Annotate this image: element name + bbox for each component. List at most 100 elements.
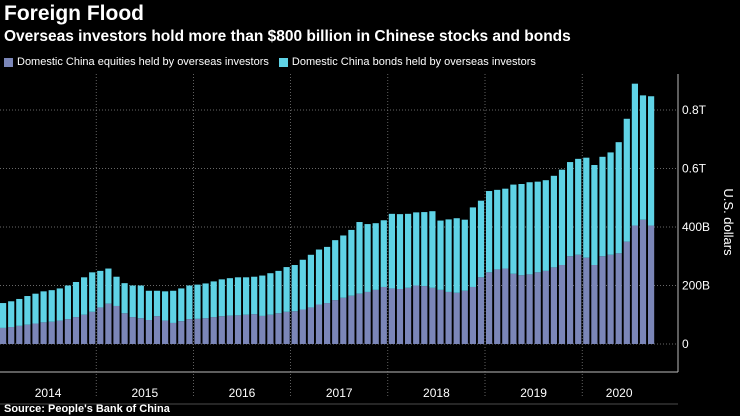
bar-bonds [243,277,250,315]
bar-bonds [607,152,614,255]
legend-item-equities: Domestic China equities held by overseas… [4,56,269,68]
bar-bonds [283,267,290,312]
bar-bonds [153,290,161,317]
bar-bonds [251,276,258,315]
x-tick-label: 2017 [326,386,353,400]
bar-bonds [558,169,566,266]
bar-bonds [89,272,96,312]
bar-bonds [81,277,88,315]
bar-equities [259,315,266,344]
bar-bonds [469,207,476,287]
bar-bonds [0,303,7,328]
bar-equities [307,307,314,344]
legend-label-equities: Domestic China equities held by overseas… [17,56,269,68]
bar-bonds [113,276,120,306]
bar-bonds [648,96,655,226]
bar-bonds [72,281,80,318]
bar-equities [380,286,387,344]
bar-bonds [372,223,379,290]
bar-bonds [40,291,47,323]
bar-bonds [24,296,31,325]
bar-equities [299,309,306,344]
bar-equities [0,327,7,344]
bar-bonds [275,270,282,314]
bar-equities [567,256,574,344]
x-tick-label: 2014 [35,386,62,400]
bar-bonds [623,118,630,242]
bar-bonds [332,240,339,301]
bar-bonds [575,158,582,255]
bar-bonds [194,284,201,319]
bar-equities [72,317,80,344]
bar-equities [105,303,112,344]
bar-bonds [421,212,428,287]
bar-equities [145,320,152,344]
bar-equities [162,320,169,344]
bar-bonds [97,270,104,308]
bar-equities [615,253,622,344]
bar-equities [388,288,395,344]
x-tick-label: 2016 [229,386,256,400]
bar-equities [348,295,355,344]
bar-equities [607,254,614,344]
bar-bonds [405,213,412,288]
bar-equities [97,307,104,344]
chart-source: Source: People's Bank of China [4,403,170,415]
bar-bonds [137,285,144,319]
legend-item-bonds: Domestic China bonds held by overseas in… [278,56,536,68]
bar-bonds [461,219,468,291]
bar-equities [218,316,225,344]
bar-equities [461,290,468,344]
bar-equities [502,268,509,344]
bar-equities [558,265,566,344]
bar-bonds [56,288,63,321]
legend-label-bonds: Domestic China bonds held by overseas in… [291,56,536,68]
bar-bonds [226,278,233,316]
bar-equities [178,321,185,344]
bar-bonds [494,189,501,270]
bar-equities [283,311,290,344]
legend-swatch-bonds [278,57,288,67]
bar-equities [437,289,444,344]
bar-equities [591,265,598,344]
bar-equities [210,317,217,344]
bar-equities [486,272,493,344]
bar-bonds [567,162,574,257]
bar-equities [8,327,15,344]
bar-equities [599,256,606,344]
bar-equities [89,311,96,344]
bar-bonds [8,301,15,328]
bar-bonds [599,156,606,257]
bar-bonds [445,219,452,292]
bar-equities [129,317,136,344]
bar-equities [16,325,23,344]
bar-bonds [32,293,39,324]
bar-bonds [64,285,71,320]
bar-equities [153,316,161,344]
bar-equities [170,322,177,344]
y-tick-label: 400B [682,220,710,234]
y-tick-label: 0 [682,337,689,351]
bar-bonds [413,212,420,286]
x-tick-label: 2015 [131,386,158,400]
bar-bonds [356,222,363,294]
bar-bonds [340,235,347,298]
bar-equities [243,314,250,344]
bar-bonds [315,249,323,305]
bar-equities [315,304,323,344]
bar-bonds [388,213,395,289]
bar-equities [81,314,88,344]
bar-bonds [510,184,517,274]
bar-equities [113,305,120,344]
bar-bonds [202,283,209,319]
bar-equities [64,319,71,344]
bar-bonds [583,157,590,258]
bar-equities [291,311,298,344]
bar-equities [186,319,193,344]
bar-equities [534,272,541,344]
bar-equities [275,313,282,344]
y-axis-label: U.S. dollars [721,188,736,256]
bar-equities [364,291,371,344]
bar-bonds [307,254,314,308]
